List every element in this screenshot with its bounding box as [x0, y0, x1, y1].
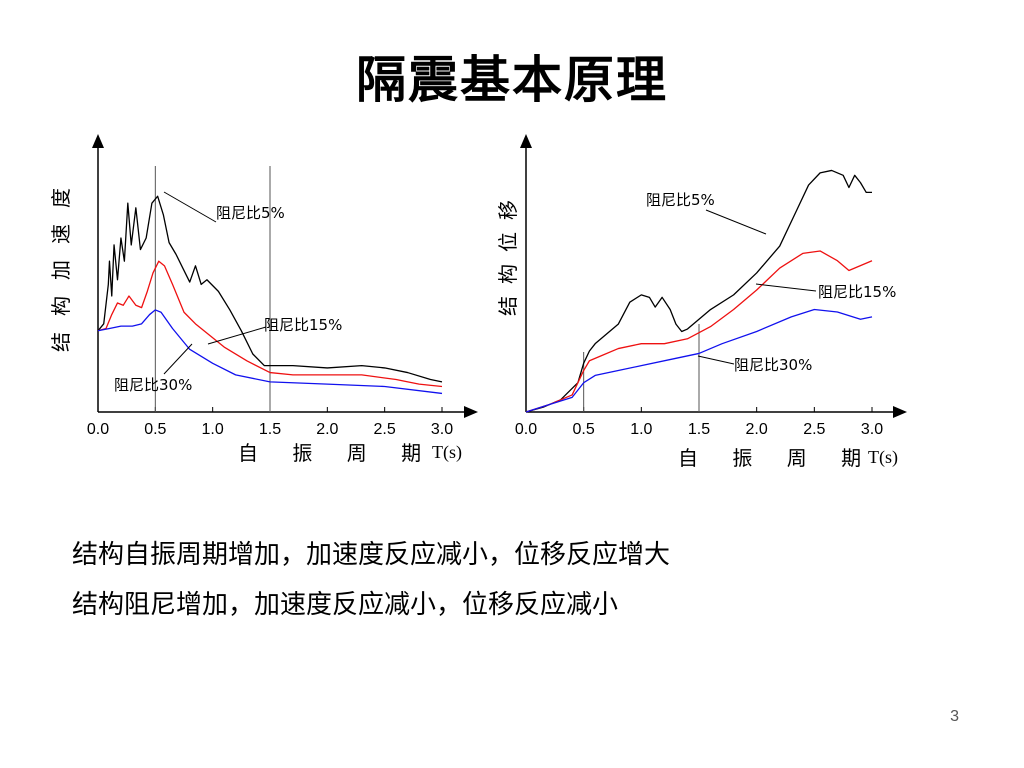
- x-tick-label: 0.0: [515, 421, 537, 438]
- leader-5: [163, 191, 217, 223]
- annotation-15: 阻尼比15%: [264, 316, 342, 334]
- y-axis-arrow: [92, 134, 104, 148]
- x-tick-label: 1.5: [259, 421, 281, 438]
- leader-30: [163, 343, 193, 375]
- x-axis-label: 自 振 周 期: [238, 441, 435, 465]
- x-axis-unit: T(s): [868, 447, 898, 468]
- x-tick-label: 2.0: [746, 421, 768, 438]
- x-tick-label: 0.5: [573, 421, 595, 438]
- annotation-15: 阻尼比15%: [818, 283, 896, 301]
- x-tick-label: 2.5: [374, 421, 396, 438]
- x-tick-label: 1.0: [202, 421, 224, 438]
- series-lines: [525, 169, 873, 413]
- series-line-30: [525, 308, 873, 413]
- x-axis-arrow: [464, 406, 478, 418]
- x-tick-label: 0.5: [144, 421, 166, 438]
- x-ticks: 0.0 0.5 1.0 1.5 2.0 2.5 3.0: [515, 407, 883, 438]
- x-tick-label: 3.0: [861, 421, 883, 438]
- leader-15: [207, 326, 267, 345]
- x-axis-unit: T(s): [432, 442, 462, 463]
- annotation-30: 阻尼比30%: [734, 356, 812, 374]
- x-tick-label: 0.0: [87, 421, 109, 438]
- reference-lines: [154, 166, 271, 412]
- x-axis-arrow: [893, 406, 907, 418]
- reference-lines: [583, 324, 700, 412]
- series-line-15: [97, 260, 443, 388]
- x-tick-label: 1.5: [688, 421, 710, 438]
- annotation-30: 阻尼比30%: [114, 376, 192, 394]
- acceleration-response-chart: 0.0 0.5 1.0 1.5 2.0 2.5 3.0 结构加速度 自 振 周 期 T(s)…: [49, 134, 478, 465]
- y-axis-label: 结构位移: [496, 188, 520, 316]
- conclusion-2: 结构阻尼增加，加速度反应减小，位移反应减小: [72, 590, 619, 620]
- x-ticks: 0.0 0.5 1.0 1.5 2.0 2.5 3.0: [87, 407, 453, 438]
- displacement-response-chart: 0.0 0.5 1.0 1.5 2.0 2.5 3.0 结构位移 自 振 周 期 T(s) …: [496, 134, 907, 470]
- leader-15: [755, 283, 817, 292]
- annotation-5: 阻尼比5%: [646, 191, 715, 209]
- conclusion-1: 结构自振周期增加，加速度反应减小，位移反应增大: [72, 540, 671, 570]
- series-line-5: [525, 169, 872, 413]
- leader-5: [705, 209, 767, 235]
- series-line-30: [97, 309, 443, 395]
- slide-title: 隔震基本原理: [356, 51, 668, 109]
- series-lines: [97, 195, 443, 395]
- series-line-15: [525, 250, 873, 413]
- leader-30: [697, 355, 735, 365]
- annotation-5: 阻尼比5%: [216, 204, 285, 222]
- series-line-5: [97, 195, 443, 383]
- x-tick-label: 3.0: [431, 421, 453, 438]
- x-tick-label: 2.0: [316, 421, 338, 438]
- y-axis-label: 结构加速度: [49, 172, 73, 352]
- x-tick-label: 1.0: [630, 421, 652, 438]
- y-axis-arrow: [520, 134, 532, 148]
- x-axis-label: 自 振 周 期: [678, 446, 875, 470]
- page-number: 3: [950, 708, 959, 725]
- x-tick-label: 2.5: [803, 421, 825, 438]
